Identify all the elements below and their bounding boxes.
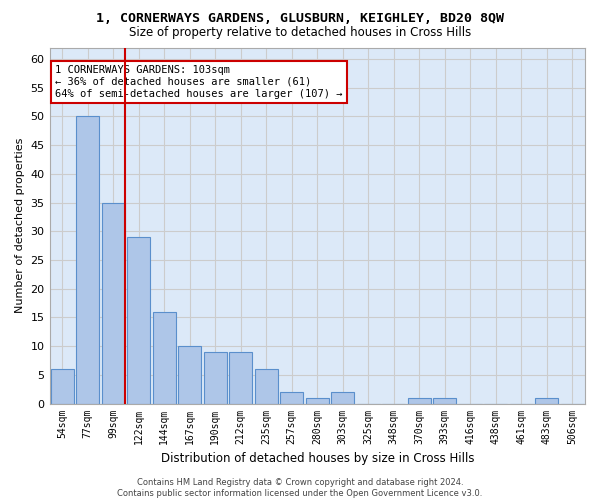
Bar <box>280 392 303 404</box>
Text: 1, CORNERWAYS GARDENS, GLUSBURN, KEIGHLEY, BD20 8QW: 1, CORNERWAYS GARDENS, GLUSBURN, KEIGHLE… <box>96 12 504 26</box>
Y-axis label: Number of detached properties: Number of detached properties <box>15 138 25 313</box>
Bar <box>204 352 227 404</box>
Bar <box>255 369 278 404</box>
Text: Size of property relative to detached houses in Cross Hills: Size of property relative to detached ho… <box>129 26 471 39</box>
Bar <box>51 369 74 404</box>
X-axis label: Distribution of detached houses by size in Cross Hills: Distribution of detached houses by size … <box>161 452 474 465</box>
Bar <box>331 392 354 404</box>
Bar <box>408 398 431 404</box>
Bar <box>178 346 201 404</box>
Bar <box>127 237 150 404</box>
Bar <box>153 312 176 404</box>
Bar <box>76 116 99 404</box>
Bar <box>306 398 329 404</box>
Text: 1 CORNERWAYS GARDENS: 103sqm
← 36% of detached houses are smaller (61)
64% of se: 1 CORNERWAYS GARDENS: 103sqm ← 36% of de… <box>55 66 343 98</box>
Text: Contains HM Land Registry data © Crown copyright and database right 2024.
Contai: Contains HM Land Registry data © Crown c… <box>118 478 482 498</box>
Bar <box>535 398 558 404</box>
Bar <box>433 398 456 404</box>
Bar <box>102 202 125 404</box>
Bar <box>229 352 252 404</box>
